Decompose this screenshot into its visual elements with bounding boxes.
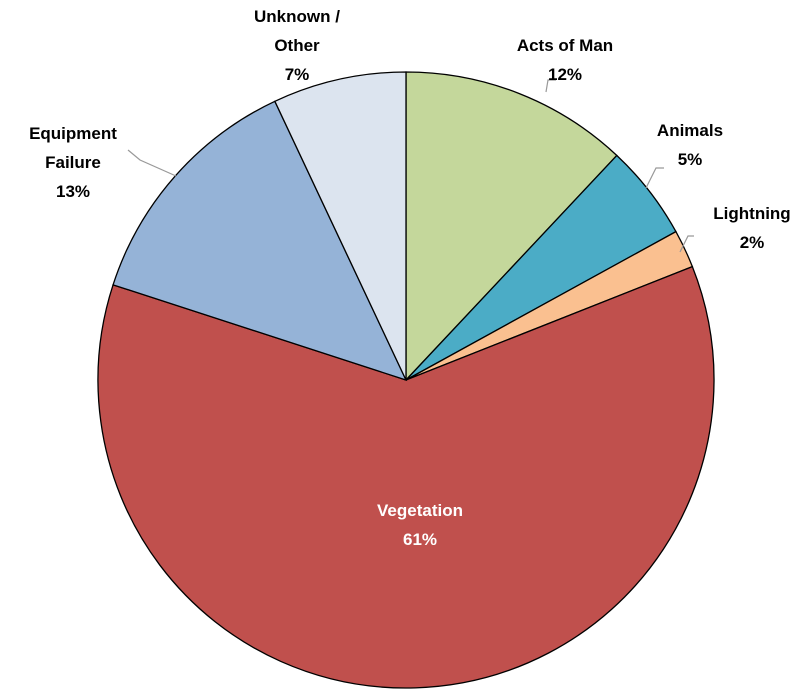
leader-line [545, 79, 556, 93]
category-label: Vegetation [377, 501, 463, 520]
slice-label: Animals 5% [630, 116, 750, 174]
category-label: Acts of Man [516, 36, 614, 55]
category-label: Animals [656, 121, 724, 140]
slice-label: Unknown / Other 7% [242, 2, 352, 89]
value-label: 61% [402, 530, 438, 549]
leader-line [127, 149, 177, 177]
category-label: Unknown / Other [254, 7, 340, 55]
value-label: 7% [284, 65, 310, 84]
category-label: Lightning [713, 204, 791, 223]
slice-label: Equipment Failure 13% [18, 119, 128, 206]
leader-line [645, 167, 664, 189]
slice-label: Vegetation 61% [340, 496, 500, 554]
value-label: 12% [547, 65, 583, 84]
value-label: 13% [55, 182, 91, 201]
pie-slice [97, 265, 715, 689]
slice-label: Lightning 2% [692, 199, 811, 257]
pie-slice [405, 71, 618, 382]
category-label: Equipment Failure [29, 124, 117, 172]
value-label: 5% [677, 150, 703, 169]
pie-slice [112, 100, 408, 382]
value-label: 2% [739, 233, 765, 252]
pie-slice [273, 71, 407, 381]
leader-line [679, 235, 694, 253]
slice-label: Acts of Man 12% [485, 31, 645, 89]
